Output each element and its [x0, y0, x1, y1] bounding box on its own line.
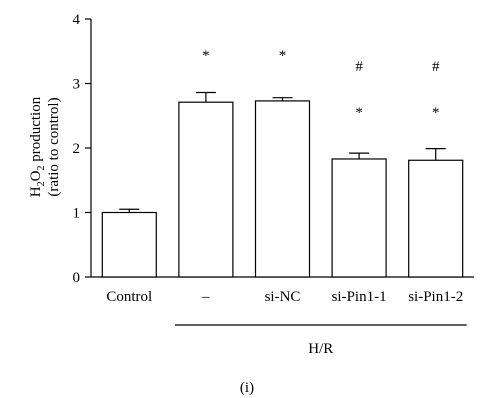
significance-mark: * [355, 105, 363, 121]
bar [408, 159, 464, 278]
y-tick-label: 0 [73, 270, 81, 286]
y-title-h: H [28, 186, 44, 197]
x-tick-label: – [201, 289, 210, 305]
significance-mark: * [432, 105, 440, 121]
y-axis-title: H2O2 production (ratio to control) [28, 96, 62, 197]
significance-marks: * * # * # * [202, 48, 440, 121]
significance-mark: * [202, 48, 210, 64]
y-tick-label: 1 [73, 206, 81, 222]
y-tick-label: 4 [73, 12, 81, 28]
y-tick-label: 3 [73, 77, 81, 93]
bar [331, 158, 387, 278]
x-tick-label: si-Pin1-2 [408, 289, 463, 305]
bars: Control – si-NC si-Pin1-1 si-Pin1-2 [101, 91, 464, 305]
y-title-suffix: production [28, 96, 44, 165]
x-tick-label: si-NC [265, 289, 301, 305]
panel-label: (i) [240, 380, 254, 396]
y-title-o: O [28, 170, 44, 181]
y-title-sub1: 2 [36, 181, 47, 186]
x-tick-label: si-Pin1-1 [332, 289, 387, 305]
significance-mark: # [432, 59, 440, 75]
group-bracket: H/R [174, 324, 467, 357]
y-axis-title-line2: (ratio to control) [46, 97, 62, 196]
significance-mark: * [279, 48, 287, 64]
y-title-sub2: 2 [36, 166, 47, 171]
y-tick-label: 2 [73, 141, 81, 157]
y-axis-title-line1: H2O2 production [28, 96, 47, 197]
significance-mark: # [355, 59, 363, 75]
bar [254, 100, 311, 278]
x-tick-label: Control [106, 289, 152, 305]
bar [101, 211, 157, 278]
group-label: H/R [308, 341, 333, 357]
bar [178, 101, 234, 278]
